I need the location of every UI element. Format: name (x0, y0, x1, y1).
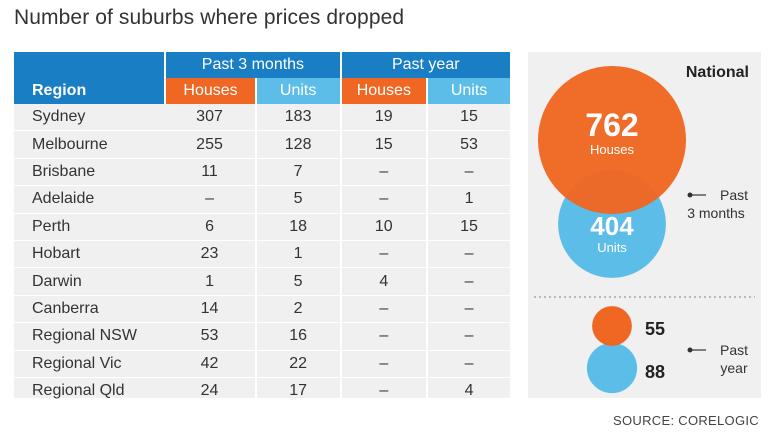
cell-houses-year: – (339, 295, 427, 324)
cell-units-year: 15 (426, 104, 510, 132)
cell-units-3m: 5 (254, 268, 340, 296)
source-note: SOURCE: CORELOGIC (613, 413, 759, 428)
region-name: Regional Qld (14, 378, 165, 406)
cell-units-3m: 183 (254, 104, 340, 132)
cell-units-year: 1 (426, 186, 510, 214)
table-row: Brisbane 11 7– – (14, 158, 510, 187)
table-row: Canberra 14 2– – (14, 295, 510, 324)
cell-units-3m: 128 (254, 131, 340, 159)
table-row: Sydney 307 183 19 15 (14, 104, 510, 132)
cell-houses-year: – (339, 186, 427, 214)
table-row: Regional Vic 42 22– – (14, 350, 510, 378)
cell-units-3m: 1 (254, 240, 340, 269)
cell-houses-year: – (339, 377, 427, 406)
cell-units-3m: 17 (254, 377, 340, 406)
header-blank (14, 52, 165, 78)
table-row: Darwin 1 5 4– (14, 268, 510, 296)
cell-houses-3m: 24 (164, 378, 255, 406)
cell-units-year: – (426, 350, 510, 378)
column-header-houses-year: Houses (339, 78, 427, 104)
cell-units-3m: 7 (254, 158, 340, 187)
region-name: Adelaide (14, 186, 165, 214)
cell-units-3m: 22 (254, 350, 340, 378)
cell-units-year: – (426, 240, 510, 269)
legend-label-year: Past year (720, 342, 748, 376)
cell-houses-3m: 1 (164, 268, 255, 296)
units-bubble-year (586, 342, 638, 394)
group-header-past-3-months: Past 3 months (164, 52, 340, 78)
national-panel: National 762 Houses 404 Units Past 3 months 55… (528, 52, 761, 398)
chart-title: Number of suburbs where prices dropped (14, 6, 405, 29)
cell-houses-3m: – (164, 186, 255, 214)
cell-units-3m: 5 (254, 186, 340, 214)
table-body: Sydney 307 183 19 15 Melbourne 255 128 15 53 Brisb… (14, 104, 510, 406)
houses-value-year: 55 (645, 319, 665, 339)
cell-units-year: – (426, 323, 510, 351)
cell-houses-3m: 53 (164, 323, 255, 351)
cell-units-3m: 18 (254, 213, 340, 241)
houses-value-3m: 762 (585, 107, 638, 143)
cell-houses-3m: 6 (164, 214, 255, 241)
cell-units-year: 53 (426, 131, 510, 159)
region-name: Brisbane (14, 159, 165, 187)
table-row: Adelaide –5–1 (14, 186, 510, 214)
houses-bubble-3m (538, 66, 686, 214)
cell-units-year: – (426, 268, 510, 296)
table-row: Regional Qld 24 17–4 (14, 377, 510, 406)
cell-houses-year: 15 (339, 131, 427, 159)
national-title: National (685, 64, 749, 81)
column-header-units-year: Units (426, 78, 510, 104)
group-header-past-year: Past year (339, 52, 510, 78)
cell-units-year: 15 (426, 213, 510, 241)
cell-units-3m: 16 (254, 323, 340, 351)
region-name: Hobart (14, 241, 165, 269)
cell-houses-year: 4 (339, 268, 427, 296)
table-row: Perth 6 18 10 15 (14, 213, 510, 241)
cell-houses-year: – (339, 323, 427, 351)
cell-units-year: 4 (426, 377, 510, 406)
cell-houses-3m: 307 (164, 104, 255, 132)
region-name: Regional Vic (14, 351, 165, 378)
units-label-3m: Units (597, 240, 627, 255)
cell-houses-year: – (339, 350, 427, 378)
table-row: Regional NSW 53 16– – (14, 323, 510, 351)
cell-houses-year: 10 (339, 213, 427, 241)
region-name: Darwin (14, 268, 165, 296)
cell-houses-year: 19 (339, 104, 427, 132)
cell-units-3m: 2 (254, 295, 340, 324)
column-header-units-3m: Units (254, 78, 340, 104)
table-row: Hobart 23 1– – (14, 240, 510, 269)
cell-houses-year: – (339, 240, 427, 269)
cell-units-year: – (426, 295, 510, 324)
regions-table: Past 3 months Past year Region Houses Un… (14, 52, 510, 406)
legend-label-3m: Past 3 months (687, 187, 748, 221)
column-header-region: Region (14, 78, 165, 104)
table-row: Melbourne 255 128 15 53 (14, 131, 510, 159)
cell-houses-3m: 14 (164, 296, 255, 324)
cell-houses-year: – (339, 158, 427, 187)
cell-units-year: – (426, 158, 510, 187)
cell-houses-3m: 255 (164, 131, 255, 159)
region-name: Regional NSW (14, 323, 165, 351)
units-value-year: 88 (645, 362, 665, 382)
column-header-houses-3m: Houses (164, 78, 255, 104)
region-name: Melbourne (14, 131, 165, 159)
cell-houses-3m: 42 (164, 351, 255, 378)
houses-label-3m: Houses (590, 142, 635, 157)
units-value-3m: 404 (590, 211, 634, 241)
houses-bubble-year (592, 306, 632, 346)
region-name: Perth (14, 214, 165, 241)
region-name: Sydney (14, 104, 165, 132)
cell-houses-3m: 23 (164, 241, 255, 269)
cell-houses-3m: 11 (164, 159, 255, 187)
region-name: Canberra (14, 296, 165, 324)
